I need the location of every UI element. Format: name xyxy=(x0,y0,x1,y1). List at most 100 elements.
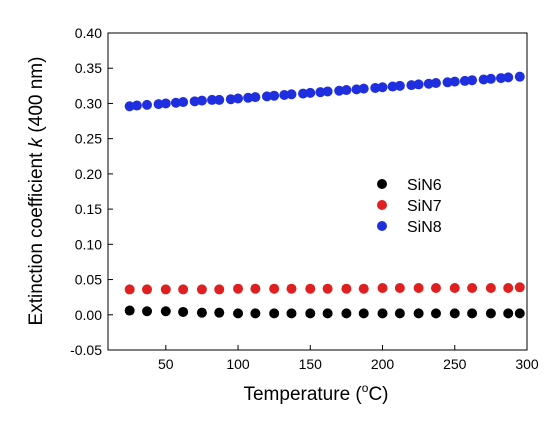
data-point-sin7 xyxy=(485,283,496,294)
data-point-sin6 xyxy=(485,308,496,319)
data-point-sin6 xyxy=(305,308,316,319)
data-point-sin6 xyxy=(196,307,207,318)
data-point-sin8 xyxy=(142,99,153,110)
data-point-sin8 xyxy=(503,72,514,83)
data-point-sin7 xyxy=(322,283,333,294)
data-point-sin7 xyxy=(413,283,424,294)
data-point-sin6 xyxy=(214,307,225,318)
y-axis-ticks: -0.05 0.00 0.05 0.10 0.15 0.20 0.25 0.30 0.35 0.4… xyxy=(70,25,113,358)
data-point-sin6 xyxy=(514,308,525,319)
y-tick-label: 0.00 xyxy=(75,307,102,323)
data-point-sin8 xyxy=(495,73,506,84)
data-point-sin6 xyxy=(358,308,369,319)
y-tick-label: 0.10 xyxy=(75,236,102,252)
data-point-sin6 xyxy=(449,308,460,319)
data-point-sin8 xyxy=(250,92,261,103)
data-point-sin6 xyxy=(377,308,388,319)
data-point-sin8 xyxy=(124,101,135,112)
data-point-sin7 xyxy=(430,283,441,294)
data-point-sin7 xyxy=(503,283,514,294)
data-point-sin8 xyxy=(449,76,460,87)
data-point-sin6 xyxy=(341,308,352,319)
data-point-sin8 xyxy=(207,94,218,105)
data-point-sin7 xyxy=(214,284,225,295)
data-point-sin8 xyxy=(430,78,441,89)
data-point-sin7 xyxy=(142,284,153,295)
data-point-sin8 xyxy=(387,81,398,92)
data-point-sin8 xyxy=(170,97,181,108)
x-tick-label: 150 xyxy=(299,356,323,372)
data-point-sin8 xyxy=(334,85,345,96)
data-point-sin7 xyxy=(124,284,135,295)
data-point-sin7 xyxy=(467,283,478,294)
data-point-sin8 xyxy=(243,92,254,103)
data-point-sin7 xyxy=(358,283,369,294)
y-tick-label: 0.05 xyxy=(75,272,102,288)
data-point-sin6 xyxy=(430,308,441,319)
data-point-sin6 xyxy=(503,308,514,319)
data-point-sin6 xyxy=(467,308,478,319)
data-point-sin6 xyxy=(413,308,424,319)
legend-label-sin6: SiN6 xyxy=(407,177,442,194)
data-point-sin6 xyxy=(142,306,153,317)
y-tick-label: 0.30 xyxy=(75,95,102,111)
x-tick-label: 200 xyxy=(371,356,395,372)
data-point-sin8 xyxy=(178,97,189,108)
data-point-sin7 xyxy=(377,283,388,294)
data-point-sin7 xyxy=(394,283,405,294)
plot-frame xyxy=(107,32,528,351)
x-axis-ticks: 50 100 150 200 250 300 xyxy=(158,345,539,372)
data-point-sin6 xyxy=(178,306,189,317)
data-point-sin7 xyxy=(269,283,280,294)
data-point-sin6 xyxy=(160,306,171,317)
data-point-sin8 xyxy=(351,84,362,95)
x-axis-title: Temperature (oC) xyxy=(243,381,388,405)
data-point-sin7 xyxy=(233,283,244,294)
data-point-sin8 xyxy=(225,94,236,105)
data-point-sin7 xyxy=(514,282,525,293)
legend-marker-sin7 xyxy=(377,200,387,210)
data-point-sin8 xyxy=(394,80,405,91)
y-axis-title-italic: k xyxy=(26,136,47,147)
legend-label-sin7: SiN7 xyxy=(407,198,442,215)
data-point-sin6 xyxy=(394,308,405,319)
data-point-sin7 xyxy=(178,284,189,295)
legend-label-sin8: SiN8 xyxy=(407,219,442,236)
data-point-sin8 xyxy=(478,74,489,85)
x-tick-label: 250 xyxy=(443,356,467,372)
data-point-sin6 xyxy=(124,305,135,316)
legend-marker-sin6 xyxy=(377,179,387,189)
data-point-sin8 xyxy=(315,87,326,98)
data-point-sin8 xyxy=(153,99,164,110)
data-point-sin8 xyxy=(131,100,142,111)
data-point-sin7 xyxy=(196,284,207,295)
data-point-sin8 xyxy=(261,91,272,102)
x-tick-label: 300 xyxy=(515,356,539,372)
y-tick-label: 0.35 xyxy=(75,60,102,76)
x-tick-label: 100 xyxy=(226,356,250,372)
y-tick-label: 0.15 xyxy=(75,201,102,217)
y-tick-label: 0.25 xyxy=(75,131,102,147)
data-point-sin8 xyxy=(467,75,478,86)
data-point-sin8 xyxy=(370,82,381,93)
data-point-sin8 xyxy=(514,71,525,82)
data-point-sin8 xyxy=(406,80,417,91)
data-point-sin8 xyxy=(269,90,280,101)
data-point-sin8 xyxy=(358,83,369,94)
y-tick-label: 0.40 xyxy=(75,25,102,41)
data-point-sin7 xyxy=(286,283,297,294)
data-point-sin8 xyxy=(485,73,496,84)
data-points xyxy=(124,71,525,319)
data-point-sin8 xyxy=(459,75,470,86)
data-point-sin8 xyxy=(305,87,316,98)
y-tick-label: 0.20 xyxy=(75,166,102,182)
data-point-sin8 xyxy=(442,77,453,88)
y-tick-label: -0.05 xyxy=(70,342,102,358)
data-point-sin8 xyxy=(377,82,388,93)
data-point-sin7 xyxy=(160,284,171,295)
data-point-sin7 xyxy=(341,283,352,294)
data-point-sin8 xyxy=(298,88,309,99)
data-point-sin8 xyxy=(189,96,200,107)
x-axis-title-superscript: o xyxy=(362,381,369,395)
